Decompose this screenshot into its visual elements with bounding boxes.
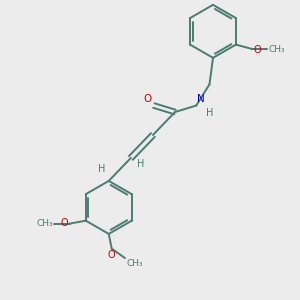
Text: O: O [61, 218, 68, 228]
Text: CH₃: CH₃ [37, 218, 53, 227]
Text: CH₃: CH₃ [126, 259, 143, 268]
Text: N: N [197, 94, 205, 104]
Text: O: O [108, 250, 116, 260]
Text: H: H [98, 164, 105, 174]
Text: O: O [253, 45, 261, 55]
Text: H: H [206, 108, 214, 118]
Text: CH₃: CH₃ [268, 45, 285, 54]
Text: O: O [143, 94, 152, 104]
Text: H: H [137, 159, 145, 170]
